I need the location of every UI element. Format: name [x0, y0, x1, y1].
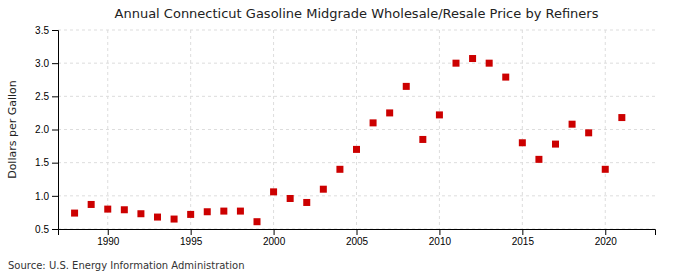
point	[237, 208, 244, 215]
point	[104, 206, 111, 213]
tick-mark	[52, 229, 58, 230]
tick: 2000	[263, 229, 286, 247]
tick-label: 1990	[97, 236, 120, 247]
point	[287, 195, 294, 202]
axis-line	[52, 31, 59, 230]
grid-line	[356, 30, 357, 229]
point	[370, 119, 377, 126]
point	[386, 109, 393, 116]
point	[303, 199, 310, 206]
tick-label: 3.0	[35, 58, 49, 69]
point	[121, 206, 128, 213]
tick-mark	[439, 229, 440, 235]
point	[336, 166, 343, 173]
point	[254, 218, 261, 225]
point	[320, 186, 327, 193]
point	[171, 216, 178, 223]
tick: 1995	[180, 229, 203, 247]
grid	[58, 30, 655, 229]
tick: 2.5	[35, 91, 58, 102]
tick-label: 2000	[263, 236, 286, 247]
tick-label: 2010	[429, 236, 452, 247]
tick-mark	[52, 30, 58, 31]
point	[88, 201, 95, 208]
grid-line	[273, 30, 274, 229]
tick-mark	[274, 229, 275, 235]
x-axis: 1990 1995 2000 2005 2010 2015 2020	[59, 229, 656, 247]
tick-label: 2.5	[35, 91, 49, 102]
tick-mark	[522, 229, 523, 235]
tick: 3.5	[35, 25, 58, 36]
point	[204, 208, 211, 215]
point	[535, 156, 542, 163]
tick-mark	[52, 96, 58, 97]
plot-area: 1990 1995 2000 2005 2010 2015 2020 0.5 1.0 1.5 2.0…	[35, 25, 655, 247]
grid-line	[439, 30, 440, 229]
tick: 2020	[595, 229, 618, 247]
grid-line	[58, 129, 655, 130]
tick-label: 2020	[595, 236, 618, 247]
point	[137, 210, 144, 217]
marks	[71, 55, 625, 225]
tick-label: 1.0	[35, 191, 49, 202]
point	[469, 55, 476, 62]
tick-mark	[52, 163, 58, 164]
tick: 2.0	[35, 124, 58, 135]
grid-line	[605, 30, 606, 229]
tick-mark	[52, 63, 58, 64]
source-note: Source: U.S. Energy Information Administ…	[8, 260, 245, 271]
tick-mark	[357, 229, 358, 235]
axis-line	[59, 230, 656, 236]
point	[220, 208, 227, 215]
chart: 1990 1995 2000 2005 2010 2015 2020 0.5 1.0 1.5 2.0…	[0, 0, 675, 275]
point	[552, 141, 559, 148]
point	[419, 136, 426, 143]
tick: 2010	[429, 229, 452, 247]
tick: 1990	[97, 229, 120, 247]
tick-mark	[52, 130, 58, 131]
tick-mark	[605, 229, 606, 235]
point	[71, 210, 78, 217]
tick: 0.5	[35, 224, 58, 235]
grid-line	[107, 30, 108, 229]
tick-mark	[52, 196, 58, 197]
tick-label: 2.0	[35, 124, 49, 135]
point	[270, 188, 277, 195]
grid-line	[58, 195, 655, 196]
point	[154, 214, 161, 221]
grid-line	[190, 30, 191, 229]
point	[436, 111, 443, 118]
point	[585, 129, 592, 136]
tick-label: 2005	[346, 236, 369, 247]
point	[403, 83, 410, 90]
tick: 3.0	[35, 58, 58, 69]
tick-label: 1.5	[35, 157, 49, 168]
tick-mark	[191, 229, 192, 235]
title: Annual Connecticut Gasoline Midgrade Who…	[115, 6, 599, 21]
tick-label: 2015	[512, 236, 535, 247]
tick-mark	[108, 229, 109, 235]
point	[453, 60, 460, 67]
tick-label: 0.5	[35, 224, 49, 235]
tick: 1.5	[35, 157, 58, 168]
point	[569, 121, 576, 128]
y-axis: 0.5 1.0 1.5 2.0 2.5 3.0 3.5	[35, 25, 58, 235]
point	[353, 146, 360, 153]
tick-label: 3.5	[35, 25, 49, 36]
point	[187, 211, 194, 218]
point	[618, 114, 625, 121]
y-axis-title: Dollars per Gallon	[6, 80, 19, 179]
point	[486, 60, 493, 67]
tick: 2005	[346, 229, 369, 247]
tick-label: 1995	[180, 236, 203, 247]
point	[602, 166, 609, 173]
grid-line	[522, 30, 523, 229]
tick: 2015	[512, 229, 535, 247]
point	[519, 139, 526, 146]
point	[502, 74, 509, 81]
tick: 1.0	[35, 191, 58, 202]
